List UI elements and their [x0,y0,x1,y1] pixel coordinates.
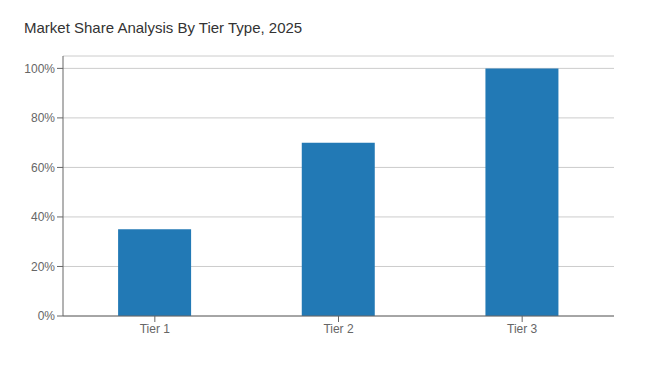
svg-text:40%: 40% [31,210,55,224]
svg-text:60%: 60% [31,161,55,175]
svg-text:80%: 80% [31,111,55,125]
svg-text:100%: 100% [24,62,55,76]
svg-text:Tier 2: Tier 2 [323,322,354,336]
html-text:Market Share Analysis By Tier: Market Share Analysis By Tier Type, 2025 [24,19,303,36]
svg-text:20%: 20% [31,260,55,274]
svg-text:0%: 0% [38,309,56,323]
svg-text:Tier 3: Tier 3 [507,322,538,336]
svg-text:Tier 1: Tier 1 [140,322,171,336]
